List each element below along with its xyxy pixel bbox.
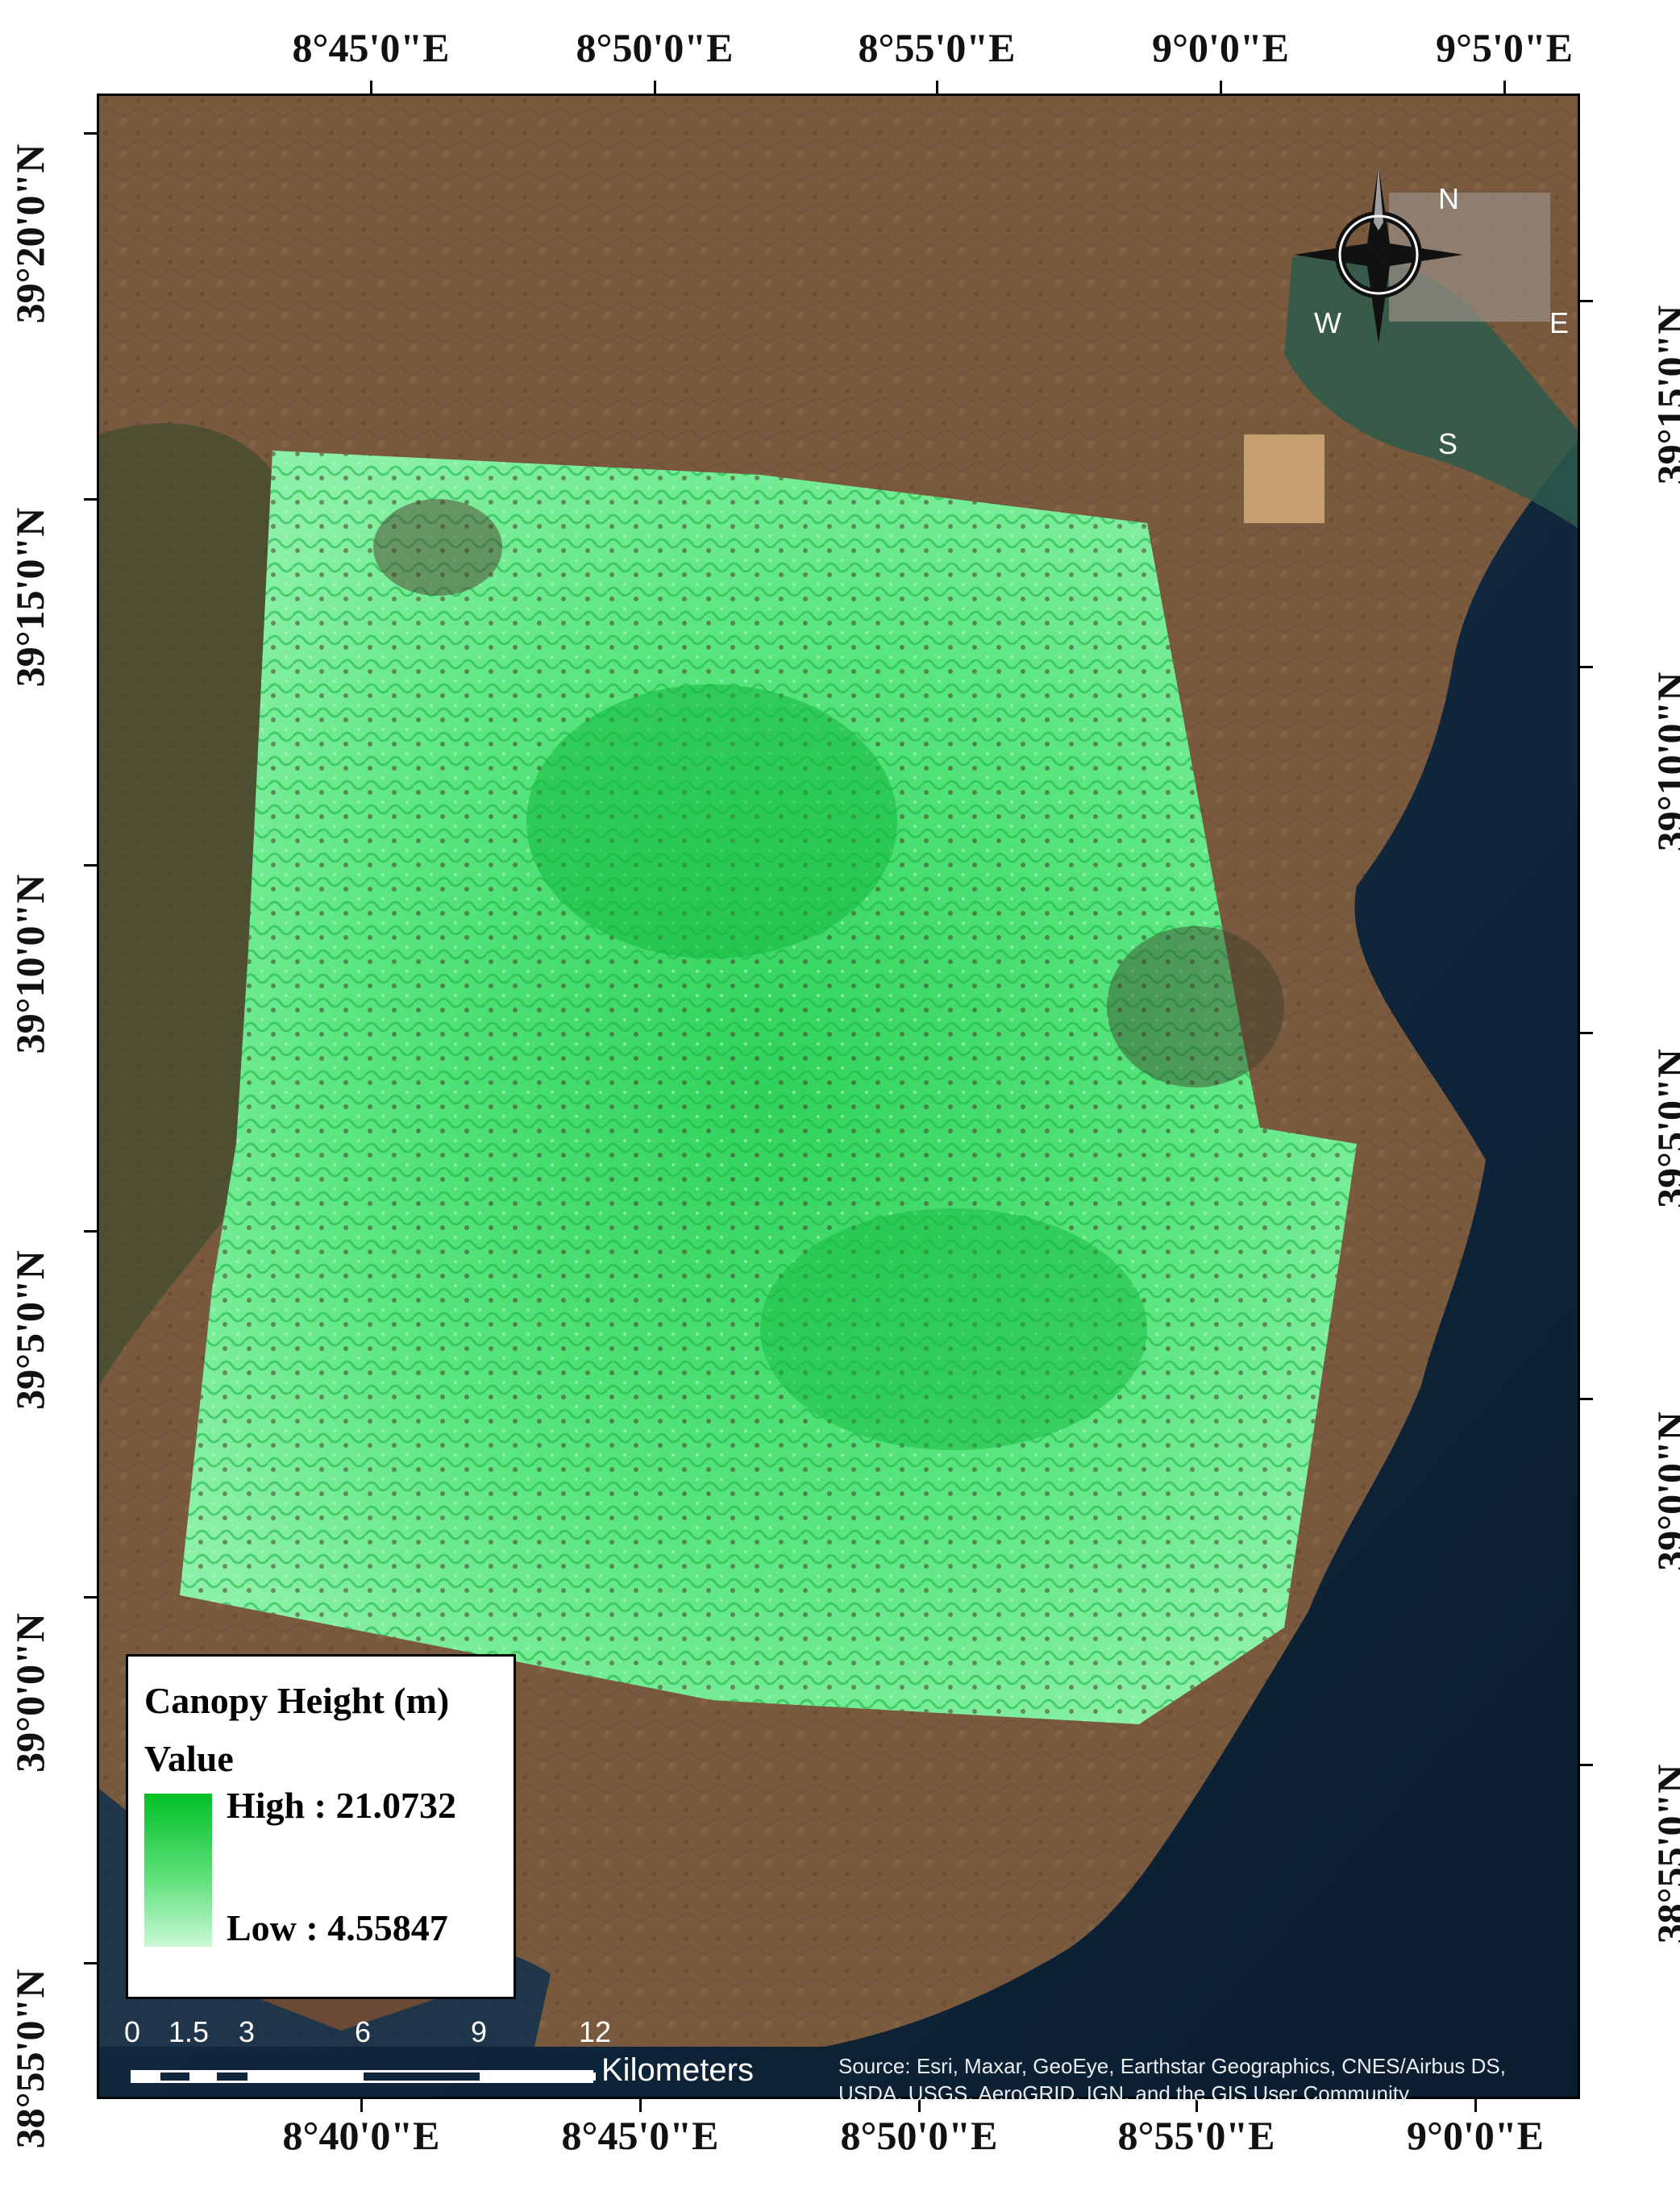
lon-label-bottom: 8°40'0"E (282, 2113, 440, 2158)
legend-subtitle: Value (144, 1738, 234, 1779)
tick (84, 132, 97, 135)
tick (84, 1962, 97, 1964)
tick (1503, 81, 1506, 94)
tick (1580, 1032, 1593, 1034)
lat-label-left: 39°10'0"N (7, 874, 52, 1054)
tick (84, 498, 97, 501)
lat-label-left: 39°15'0"N (7, 507, 52, 688)
lagoon (1284, 252, 1578, 529)
lon-label-bottom: 8°45'0"E (561, 2113, 719, 2158)
scale-tick-label: 0 (123, 2015, 141, 2048)
legend-low: Low : 4.55847 (227, 1907, 448, 1948)
tick (1474, 2099, 1477, 2112)
lat-label-right: 39°10'0"N (1649, 671, 1680, 852)
lat-label-left: 39°0'0"N (7, 1613, 52, 1773)
tick (1580, 300, 1593, 302)
tick (1220, 81, 1222, 94)
lon-label-top: 9°5'0"E (1436, 25, 1573, 70)
lat-label-left: 38°55'0"N (7, 1969, 52, 2149)
tick (1580, 666, 1593, 668)
tick (360, 2099, 363, 2112)
tick (1580, 1764, 1593, 1766)
lat-label-left: 39°5'0"N (7, 1250, 52, 1410)
attribution-text: Source: Esri, Maxar, GeoEye, Earthstar G… (838, 2054, 1506, 2106)
lat-label-left: 39°20'0"N (7, 143, 52, 324)
scale-tick-label: 9 (470, 2015, 488, 2048)
tick (639, 2099, 642, 2112)
lon-label-top: 9°0'0"E (1152, 25, 1289, 70)
lat-label-right: 39°0'0"N (1649, 1411, 1680, 1571)
legend-high: High : 21.0732 (227, 1785, 456, 1826)
compass-s: S (1438, 427, 1458, 460)
scale-tick-label: 6 (354, 2015, 372, 2048)
tick (654, 81, 656, 94)
lon-label-bottom: 9°0'0"E (1407, 2113, 1544, 2158)
tick (84, 1596, 97, 1599)
lon-label-top: 8°45'0"E (292, 25, 450, 70)
legend-title: Canopy Height (m) (144, 1680, 450, 1721)
lon-label-bottom: 8°55'0"E (1117, 2113, 1275, 2158)
compass-n: N (1438, 182, 1459, 215)
tick (370, 81, 372, 94)
scale-bar (131, 2070, 596, 2083)
tick (918, 2099, 921, 2112)
scale-unit: Kilometers (601, 2052, 754, 2088)
lon-label-top: 8°50'0"E (576, 25, 734, 70)
lat-label-right: 39°15'0"N (1649, 305, 1680, 485)
lon-label-bottom: 8°50'0"E (840, 2113, 998, 2158)
scale-tick-label: 3 (238, 2015, 256, 2048)
lat-label-right: 39°5'0"N (1649, 1049, 1680, 1208)
tick (936, 81, 938, 94)
tick (1196, 2099, 1198, 2112)
tick (84, 1230, 97, 1233)
tick (84, 864, 97, 867)
compass-w: W (1314, 306, 1341, 339)
lon-label-top: 8°55'0"E (858, 25, 1016, 70)
scale-tick-label: 12 (578, 2015, 612, 2048)
scale-tick-label: 1.5 (168, 2015, 210, 2048)
lat-label-right: 38°55'0"N (1649, 1764, 1680, 1944)
tick (1580, 1398, 1593, 1400)
compass-e: E (1549, 306, 1570, 339)
color-ramp (144, 1794, 212, 1947)
sea-area (99, 440, 1578, 2097)
north-arrow (1294, 166, 1463, 343)
legend: Canopy Height (m) Value High : 21.0732 L… (126, 1654, 516, 1999)
